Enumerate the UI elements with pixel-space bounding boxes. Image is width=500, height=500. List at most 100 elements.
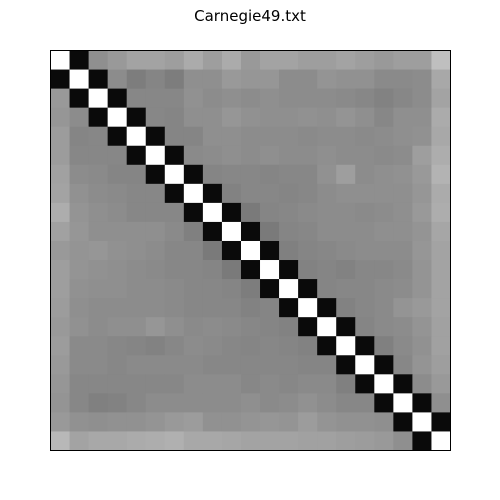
heatmap-cell-r10-c20 bbox=[431, 240, 451, 261]
heatmap-cell-r10-c13 bbox=[298, 240, 318, 261]
heatmap-cell-r16-c5 bbox=[145, 355, 166, 375]
heatmap-cell-r15-c7 bbox=[183, 336, 204, 356]
heatmap-cell-r14-c0 bbox=[50, 317, 70, 337]
heatmap-cell-r16-c14 bbox=[317, 355, 337, 375]
heatmap-cell-r7-c4 bbox=[126, 183, 147, 204]
heatmap-cell-r2-c8 bbox=[202, 88, 223, 109]
heatmap-cell-r17-c12 bbox=[279, 374, 299, 394]
heatmap-cell-r18-c14 bbox=[317, 393, 337, 413]
heatmap-cell-r17-c19 bbox=[412, 374, 432, 394]
heatmap-cell-r17-c3 bbox=[107, 374, 128, 394]
heatmap-cell-r6-c2 bbox=[88, 164, 109, 185]
heatmap-cell-r0-c18 bbox=[393, 50, 413, 70]
heatmap-cell-r10-c8 bbox=[202, 240, 223, 261]
heatmap-cell-r17-c2 bbox=[88, 374, 109, 394]
heatmap-cell-r11-c13 bbox=[298, 260, 318, 280]
heatmap-cell-r15-c16 bbox=[355, 336, 375, 356]
heatmap-cell-r15-c10 bbox=[240, 336, 261, 356]
heatmap-cell-r16-c15 bbox=[336, 355, 356, 375]
heatmap-cell-r3-c8 bbox=[202, 107, 223, 128]
heatmap-cell-r12-c4 bbox=[126, 279, 147, 299]
heatmap-cell-r1-c16 bbox=[355, 69, 375, 89]
heatmap-cell-r0-c19 bbox=[412, 50, 432, 70]
heatmap-cell-r16-c19 bbox=[412, 355, 432, 375]
heatmap-cell-r1-c8 bbox=[202, 69, 223, 89]
heatmap-cell-r8-c9 bbox=[221, 202, 242, 223]
heatmap-cell-r2-c17 bbox=[374, 88, 394, 109]
heatmap-cell-r7-c18 bbox=[393, 183, 413, 204]
heatmap-cell-r10-c2 bbox=[88, 240, 109, 261]
heatmap-cell-r11-c20 bbox=[431, 260, 451, 280]
heatmap-cell-r11-c11 bbox=[260, 260, 280, 280]
heatmap-cell-r9-c1 bbox=[69, 221, 89, 242]
heatmap-cell-r7-c11 bbox=[260, 183, 280, 204]
heatmap-cell-r4-c15 bbox=[336, 126, 356, 147]
heatmap-cell-r11-c18 bbox=[393, 260, 413, 280]
heatmap-cell-r16-c13 bbox=[298, 355, 318, 375]
heatmap-cell-r12-c9 bbox=[221, 279, 242, 299]
heatmap-cell-r0-c8 bbox=[202, 50, 223, 70]
heatmap-cell-r4-c9 bbox=[221, 126, 242, 147]
heatmap-cell-r18-c5 bbox=[145, 393, 166, 413]
heatmap-cell-r6-c19 bbox=[412, 164, 432, 185]
heatmap-cell-r17-c7 bbox=[183, 374, 204, 394]
heatmap-cell-r12-c20 bbox=[431, 279, 451, 299]
heatmap-cell-r13-c11 bbox=[260, 298, 280, 318]
heatmap-cell-r17-c15 bbox=[336, 374, 356, 394]
heatmap-cell-r11-c7 bbox=[183, 260, 204, 280]
heatmap-cell-r13-c19 bbox=[412, 298, 432, 318]
heatmap-cell-r5-c7 bbox=[183, 145, 204, 166]
heatmap-cell-r9-c7 bbox=[183, 221, 204, 242]
heatmap-cell-r14-c13 bbox=[298, 317, 318, 337]
heatmap-cell-r8-c15 bbox=[336, 202, 356, 223]
heatmap-cell-r12-c16 bbox=[355, 279, 375, 299]
heatmap-cell-r6-c1 bbox=[69, 164, 89, 185]
heatmap-cell-r3-c5 bbox=[145, 107, 166, 128]
heatmap-cell-r3-c1 bbox=[69, 107, 89, 128]
heatmap-cell-r14-c15 bbox=[336, 317, 356, 337]
heatmap-cell-r18-c20 bbox=[431, 393, 451, 413]
heatmap-cell-r19-c2 bbox=[88, 412, 109, 432]
heatmap-cell-r1-c1 bbox=[69, 69, 89, 89]
heatmap-cell-r17-c6 bbox=[164, 374, 185, 394]
heatmap-cell-r8-c19 bbox=[412, 202, 432, 223]
heatmap-cell-r15-c2 bbox=[88, 336, 109, 356]
heatmap-cell-r20-c14 bbox=[317, 431, 337, 451]
heatmap-cell-r10-c5 bbox=[145, 240, 166, 261]
heatmap-cell-r3-c9 bbox=[221, 107, 242, 128]
heatmap-cell-r5-c10 bbox=[240, 145, 261, 166]
heatmap-cell-r19-c8 bbox=[202, 412, 223, 432]
heatmap-cell-r18-c16 bbox=[355, 393, 375, 413]
heatmap-cell-r12-c12 bbox=[279, 279, 299, 299]
heatmap-cell-r15-c8 bbox=[202, 336, 223, 356]
heatmap-cell-r14-c8 bbox=[202, 317, 223, 337]
heatmap-cell-r7-c5 bbox=[145, 183, 166, 204]
heatmap-cell-r15-c4 bbox=[126, 336, 147, 356]
heatmap-cell-r4-c20 bbox=[431, 126, 451, 147]
heatmap-cell-r15-c14 bbox=[317, 336, 337, 356]
heatmap-cell-r0-c7 bbox=[183, 50, 204, 70]
heatmap-cell-r2-c6 bbox=[164, 88, 185, 109]
heatmap-cell-r20-c16 bbox=[355, 431, 375, 451]
heatmap-cell-r10-c4 bbox=[126, 240, 147, 261]
heatmap-cell-r11-c19 bbox=[412, 260, 432, 280]
heatmap-cell-r18-c12 bbox=[279, 393, 299, 413]
heatmap-cell-r17-c20 bbox=[431, 374, 451, 394]
heatmap-cell-r19-c5 bbox=[145, 412, 166, 432]
heatmap-cell-r7-c0 bbox=[50, 183, 70, 204]
heatmap-cell-r19-c4 bbox=[126, 412, 147, 432]
heatmap-cell-r14-c2 bbox=[88, 317, 109, 337]
heatmap-cell-r3-c20 bbox=[431, 107, 451, 128]
heatmap-cell-r11-c14 bbox=[317, 260, 337, 280]
heatmap-cell-r10-c10 bbox=[240, 240, 261, 261]
heatmap-cell-r17-c16 bbox=[355, 374, 375, 394]
heatmap-cell-r2-c0 bbox=[50, 88, 70, 109]
heatmap-cell-r14-c3 bbox=[107, 317, 128, 337]
heatmap-cell-r4-c7 bbox=[183, 126, 204, 147]
heatmap-cell-r7-c7 bbox=[183, 183, 204, 204]
heatmap-cell-r6-c11 bbox=[260, 164, 280, 185]
heatmap-cell-r4-c10 bbox=[240, 126, 261, 147]
heatmap-cell-r19-c10 bbox=[240, 412, 261, 432]
heatmap-cell-r0-c3 bbox=[107, 50, 128, 70]
heatmap-cell-r19-c13 bbox=[298, 412, 318, 432]
